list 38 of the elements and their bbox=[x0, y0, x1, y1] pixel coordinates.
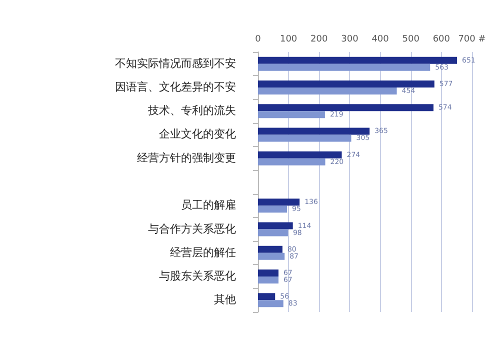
x-tick-label: 400 bbox=[372, 34, 390, 44]
bar bbox=[258, 206, 288, 213]
bar bbox=[258, 111, 325, 118]
y-tick-label: 不知实际情况而感到不安 bbox=[115, 56, 236, 70]
x-tick-label: 600 bbox=[432, 34, 450, 44]
bar bbox=[258, 128, 370, 135]
x-tick-label: 500 bbox=[402, 34, 420, 44]
bar bbox=[258, 151, 342, 158]
x-tick-label: 300 bbox=[341, 34, 359, 44]
bar bbox=[258, 222, 293, 230]
bar bbox=[258, 252, 285, 260]
bar bbox=[258, 276, 278, 284]
x-tick-label: 700 # bbox=[458, 34, 486, 44]
bar bbox=[258, 56, 458, 64]
bar bbox=[258, 64, 430, 71]
y-tick-label: 因语言、文化差异的不安 bbox=[115, 80, 236, 94]
bar bbox=[258, 270, 278, 277]
y-tick-label: 与合作方关系恶化 bbox=[148, 222, 236, 236]
bar bbox=[258, 104, 434, 112]
y-tick-label: 技术、专利的流失 bbox=[147, 104, 236, 118]
y-tick-label: 员工的解雇 bbox=[181, 198, 236, 212]
y-tick-label: 其他 bbox=[214, 293, 236, 306]
bar bbox=[258, 300, 284, 308]
y-tick-label: 与股东关系恶化 bbox=[159, 270, 236, 283]
x-tick-label: 200 bbox=[310, 34, 328, 44]
bar bbox=[258, 198, 300, 206]
x-tick-label: 0 bbox=[255, 34, 262, 44]
x-tick-label: 100 bbox=[280, 34, 298, 44]
y-tick-label: 经营方针的强制变更 bbox=[137, 151, 236, 164]
bar bbox=[258, 229, 288, 236]
bar bbox=[258, 293, 276, 300]
y-tick-label: 经营层的解任 bbox=[170, 246, 236, 259]
bar bbox=[258, 134, 352, 142]
bar bbox=[258, 87, 397, 94]
bar bbox=[258, 158, 326, 166]
bar bbox=[258, 80, 434, 88]
y-tick-label: 企业文化的变化 bbox=[159, 128, 236, 141]
bar bbox=[258, 246, 282, 253]
